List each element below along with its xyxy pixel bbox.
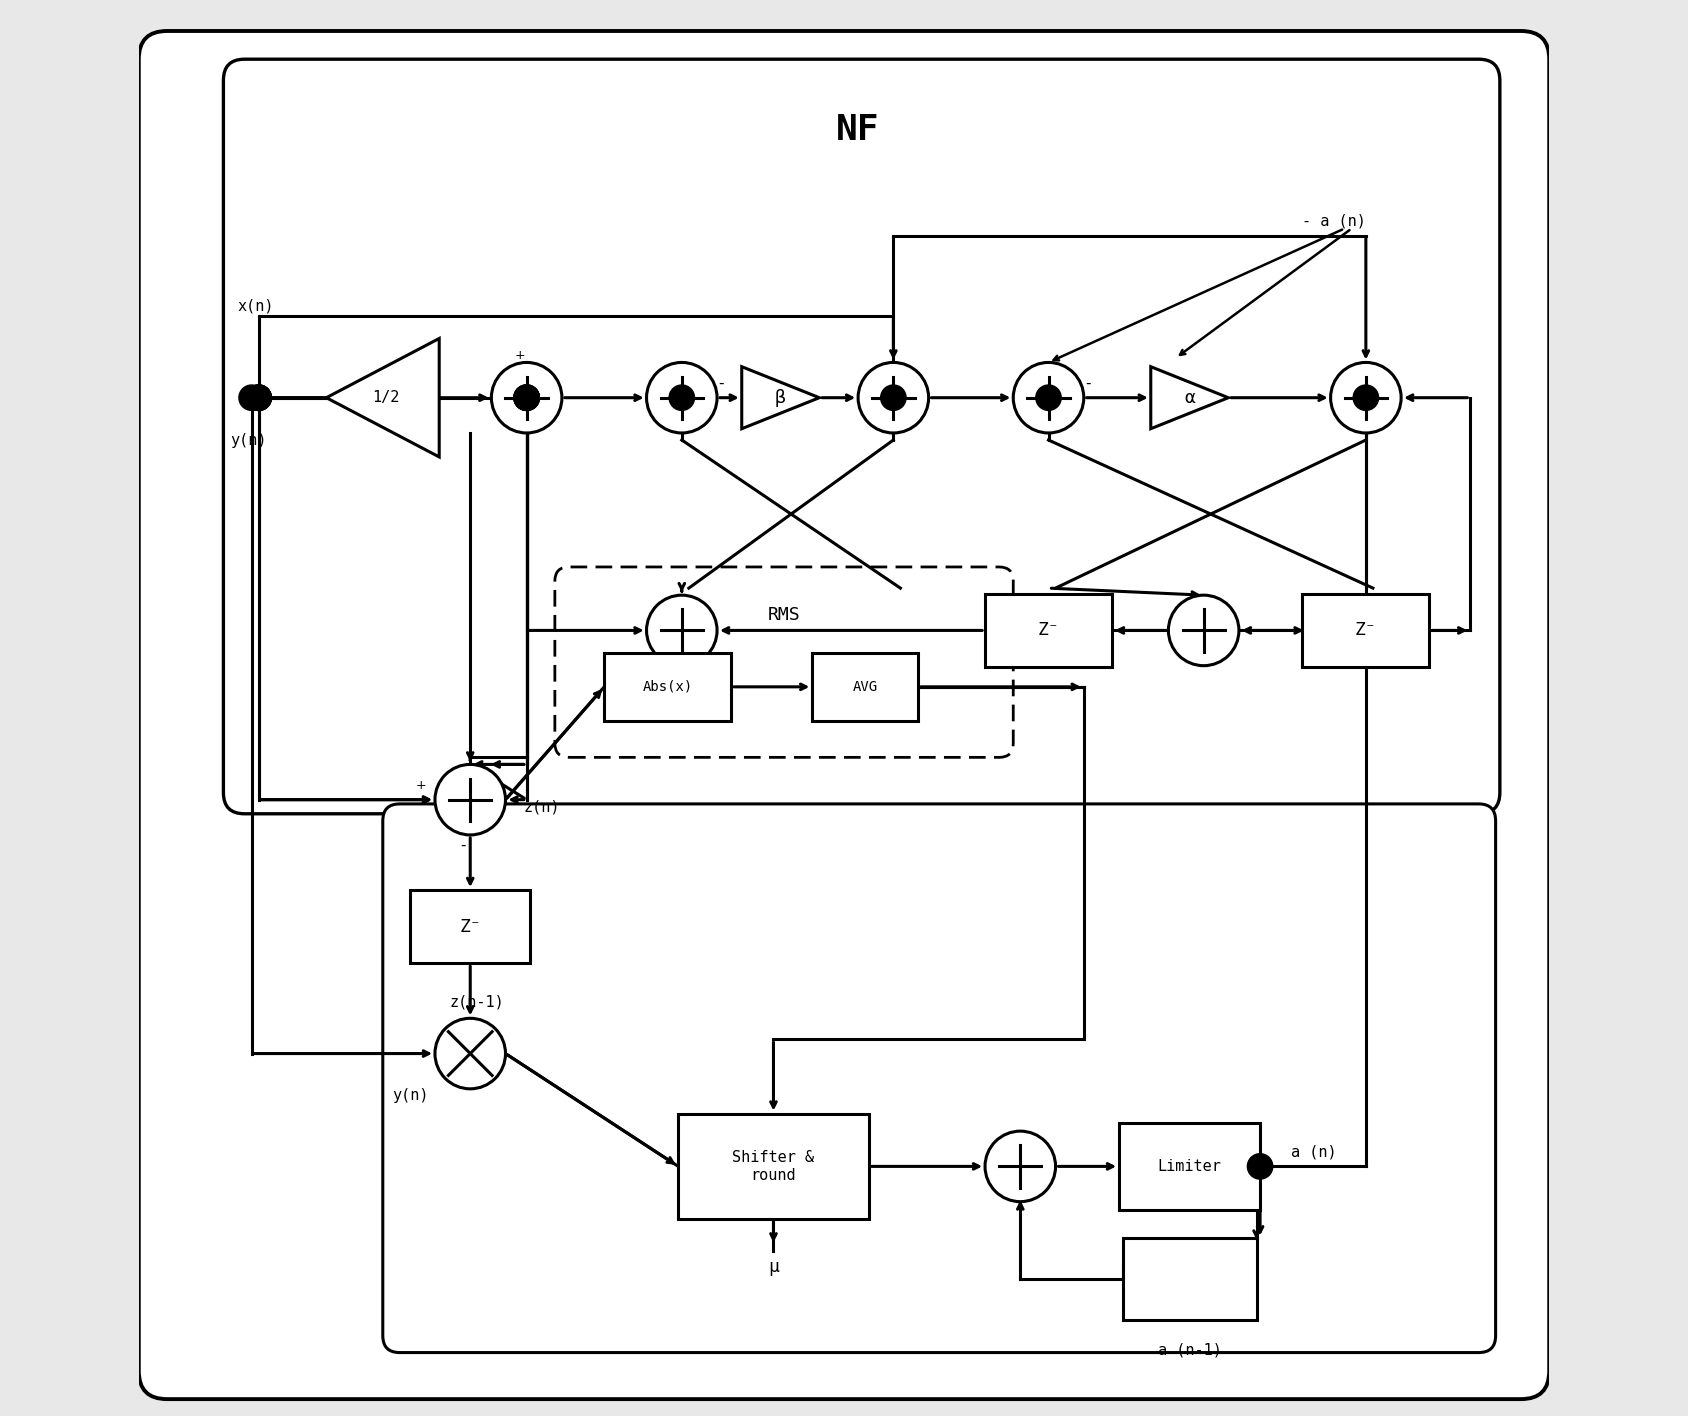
Circle shape [240,385,265,411]
FancyBboxPatch shape [1303,593,1430,667]
Text: -: - [461,837,466,852]
Circle shape [1330,362,1401,433]
Circle shape [513,385,540,411]
Text: β: β [775,389,787,406]
Circle shape [1247,1154,1273,1180]
FancyBboxPatch shape [410,889,530,963]
Text: NF: NF [836,113,879,147]
Text: x(n): x(n) [238,299,273,313]
Text: μ: μ [768,1257,778,1276]
FancyBboxPatch shape [555,566,1013,758]
Polygon shape [741,367,819,429]
Text: - a (n): - a (n) [1303,214,1366,229]
Circle shape [513,385,540,411]
Text: Limiter: Limiter [1158,1158,1222,1174]
Text: -: - [719,377,724,391]
FancyBboxPatch shape [383,804,1496,1352]
Circle shape [668,385,694,411]
Text: 1/2: 1/2 [371,391,400,405]
FancyBboxPatch shape [1123,1239,1256,1320]
Circle shape [491,362,562,433]
Circle shape [647,362,717,433]
Circle shape [436,1018,505,1089]
Text: y(n): y(n) [393,1089,429,1103]
FancyBboxPatch shape [679,1113,869,1219]
Text: a (n-1): a (n-1) [1158,1342,1222,1358]
Text: y(n): y(n) [231,432,267,447]
Circle shape [436,765,505,835]
Circle shape [1036,385,1062,411]
Text: AVG: AVG [852,680,878,694]
FancyBboxPatch shape [812,653,918,721]
Circle shape [513,385,540,411]
Polygon shape [1151,367,1229,429]
Circle shape [647,595,717,666]
Circle shape [513,385,540,411]
Circle shape [986,1131,1055,1202]
Circle shape [246,385,272,411]
Circle shape [881,385,906,411]
Text: Shifter &
round: Shifter & round [733,1150,815,1182]
Text: Z⁻: Z⁻ [1355,622,1377,640]
FancyBboxPatch shape [223,59,1501,814]
Circle shape [1013,362,1084,433]
FancyBboxPatch shape [986,593,1112,667]
Text: Z⁻: Z⁻ [1038,622,1060,640]
Text: z(n-1): z(n-1) [451,994,505,1010]
FancyBboxPatch shape [138,31,1550,1399]
Circle shape [246,385,272,411]
Text: -: - [1085,377,1090,391]
Text: Z⁻: Z⁻ [459,918,481,936]
Text: a (n): a (n) [1291,1144,1337,1160]
Text: +: + [415,779,425,792]
Circle shape [246,385,272,411]
Text: z(n): z(n) [523,799,560,814]
Polygon shape [326,338,439,457]
Text: RMS: RMS [768,606,800,624]
FancyBboxPatch shape [604,653,731,721]
Text: +: + [515,348,525,362]
Text: Abs(x): Abs(x) [643,680,692,694]
Text: α: α [1183,389,1195,406]
Circle shape [858,362,928,433]
FancyBboxPatch shape [1119,1123,1259,1211]
Circle shape [246,385,272,411]
Circle shape [1354,385,1379,411]
Circle shape [1168,595,1239,666]
